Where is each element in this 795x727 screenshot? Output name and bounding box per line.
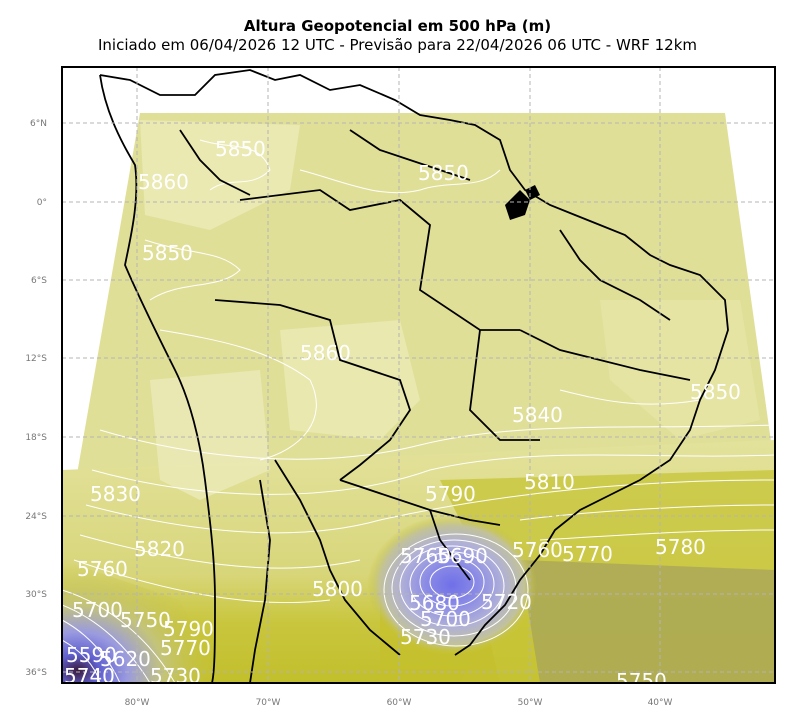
contour-label: 5780 [655,535,706,559]
lat-tick: 24°S [25,512,47,522]
map-frame [61,66,776,684]
lat-tick: 0° [37,198,47,208]
contour-label: 5590 [66,643,117,667]
contour-label: 5690 [437,544,488,568]
lat-tick: 6°N [30,119,47,129]
contour-label: 5850 [215,137,266,161]
map-title: Altura Geopotencial em 500 hPa (m) [243,17,552,35]
pale-region-east [600,300,760,440]
contour-label: 5770 [562,542,613,566]
latitude-ticks: 6°N 0° 6°S 12°S 18°S 24°S 30°S 36°S [25,119,47,678]
contour-lines [62,139,775,683]
contour-label: 5800 [312,577,363,601]
contour-label: 5840 [512,403,563,427]
contour-label: 5760 [512,538,563,562]
lat-tick: 30°S [25,590,47,600]
contour-label: 5820 [134,537,185,561]
contour-label: 5680 [409,591,460,615]
lat-tick: 12°S [25,354,47,364]
lon-tick: 70°W [256,698,281,708]
map-subtitle: Iniciado em 06/04/2026 12 UTC - Previsão… [97,36,698,54]
contour-label: 5760 [77,557,128,581]
contour-label: 5850 [142,241,193,265]
contour-label: 5620 [100,647,151,671]
cutoff-low-shading [367,515,537,655]
contour-label: 5740 [64,664,115,688]
contour-label: 5760 [400,544,451,568]
lon-tick: 80°W [125,698,150,708]
lat-tick: 18°S [25,433,47,443]
contour-label: 5720 [481,590,532,614]
contour-label: 5700 [72,598,123,622]
contour-label: 5750 [120,608,171,632]
contour-label: 5790 [425,482,476,506]
contour-label: 5730 [400,625,451,649]
contour-label: 5750 [616,669,667,693]
contour-label: 5770 [160,636,211,660]
pale-region-bolivia [150,370,270,500]
contour-label: 5850 [690,380,741,404]
contour-label: 5860 [138,170,189,194]
contour-label: 5790 [163,617,214,641]
contour-label: 5700 [420,607,471,631]
pale-region-central [280,320,420,440]
contour-label: 5860 [300,341,351,365]
lon-tick: 40°W [648,698,673,708]
contour-label: 5810 [524,470,575,494]
contour-label: 5850 [418,161,469,185]
contour-label-group: 5850 5860 5850 5850 5860 5840 5850 5830 … [64,137,741,693]
amazon-delta [505,185,540,220]
lat-tick: 6°S [31,276,47,286]
graticule [62,67,775,683]
lon-tick: 60°W [387,698,412,708]
lat-tick: 36°S [25,668,47,678]
contour-label: 5830 [90,482,141,506]
country-borders [99,69,729,683]
contour-label: 5730 [150,664,201,688]
gray-olive-region [520,560,775,683]
longitude-ticks: 80°W 70°W 60°W 50°W 40°W [125,698,673,708]
lon-tick: 50°W [518,698,543,708]
